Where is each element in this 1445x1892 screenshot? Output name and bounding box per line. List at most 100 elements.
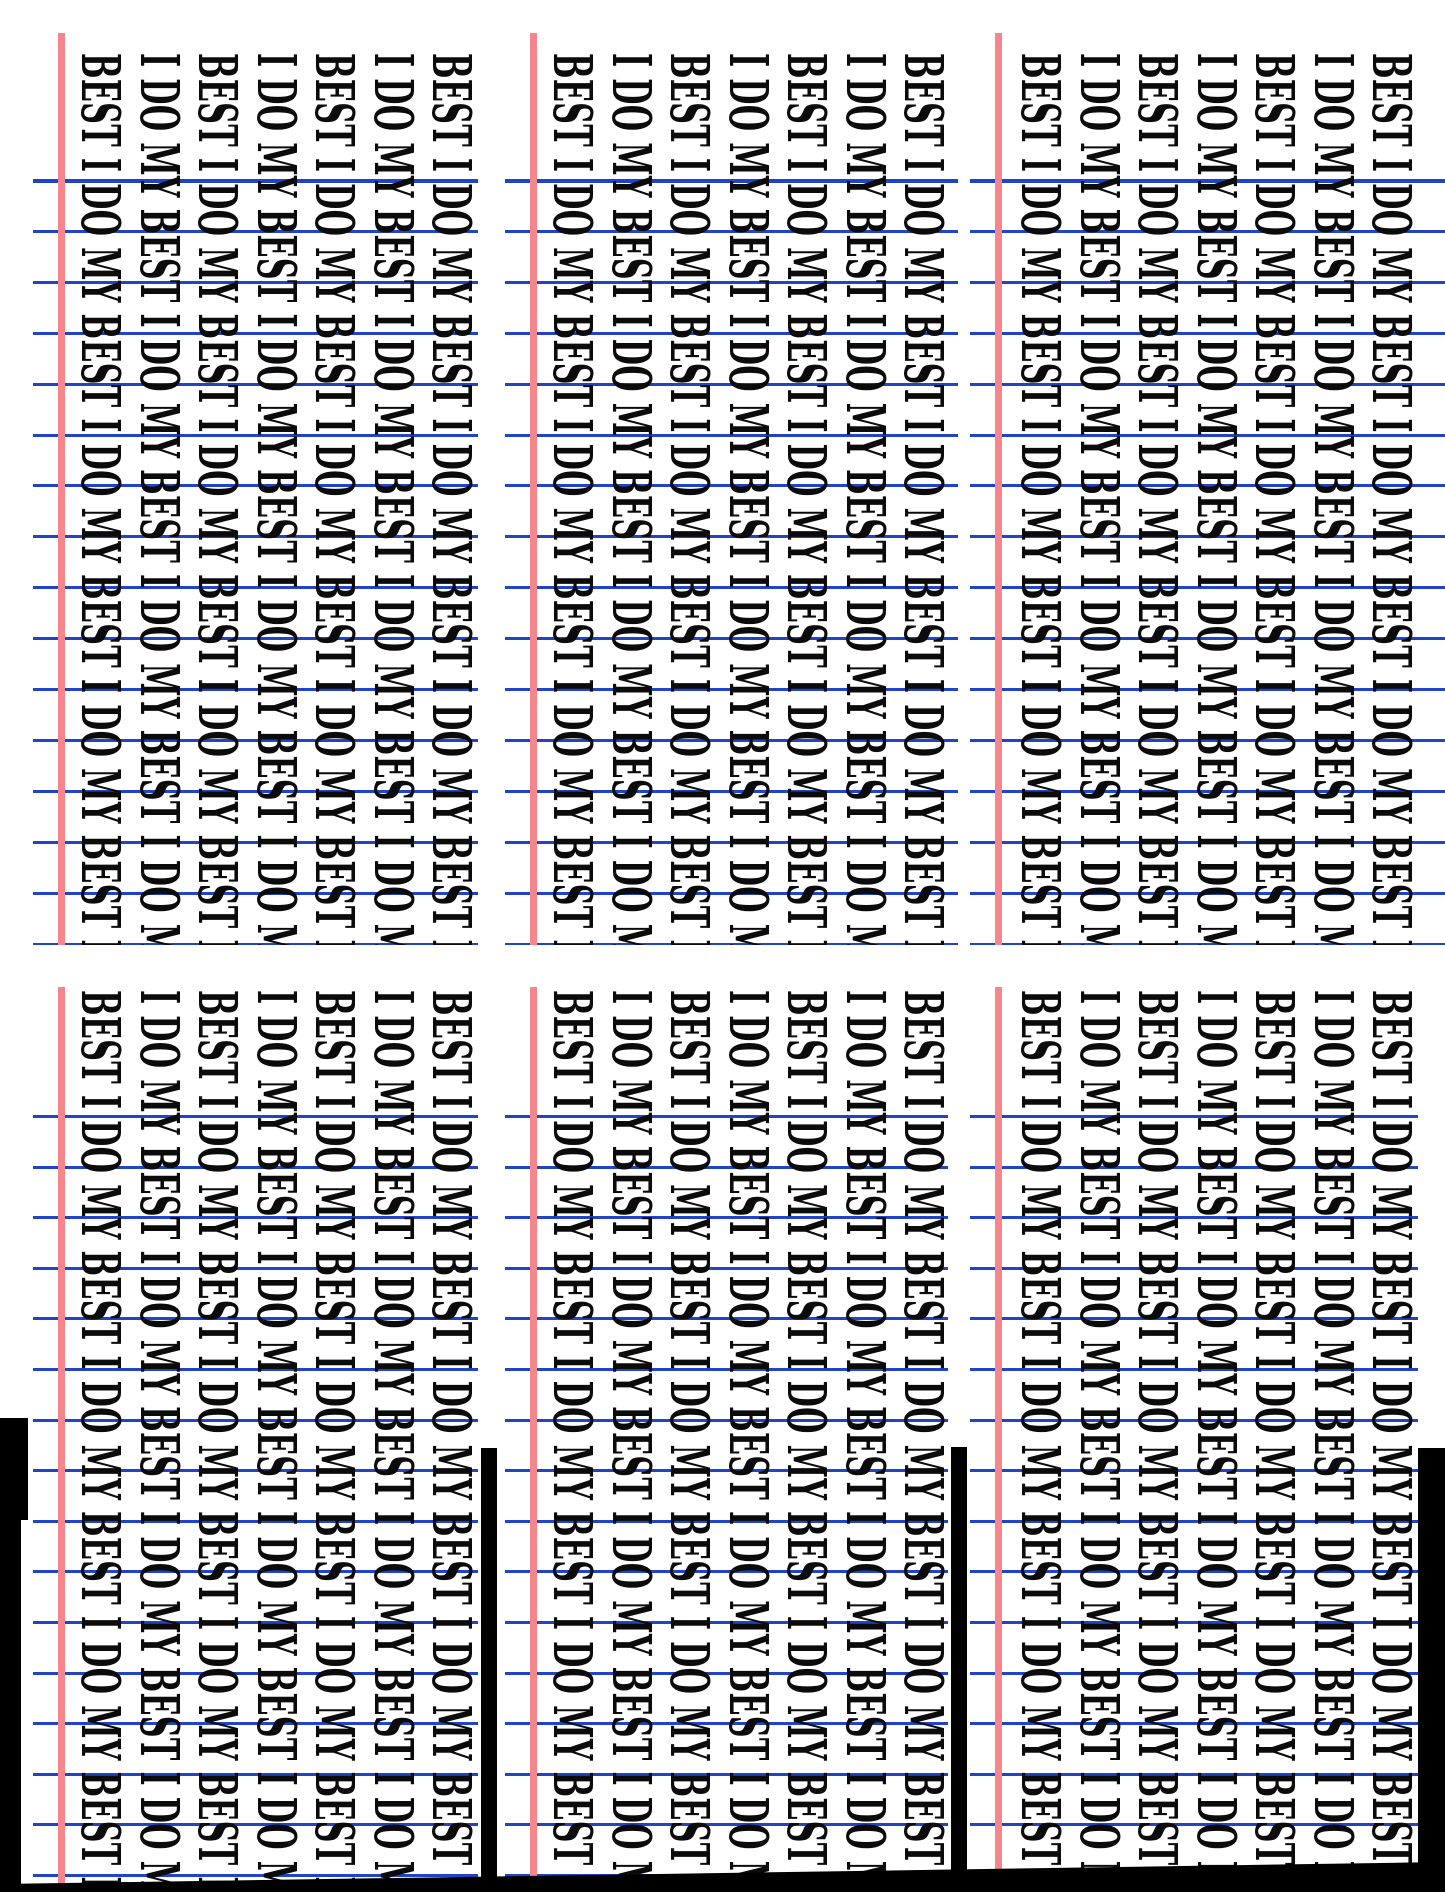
rule-line	[970, 1216, 1418, 1219]
practice-text-column: BEST I DO MY BEST I DO MY BEST I DO MY B…	[775, 990, 837, 1892]
rule-line	[505, 1520, 948, 1523]
rule-line	[970, 892, 1445, 895]
rule-line	[505, 1469, 948, 1472]
margin-line	[58, 987, 65, 1892]
rule-line	[970, 1773, 1418, 1776]
rule-line	[33, 230, 478, 233]
rule-line	[505, 1317, 948, 1320]
rule-line	[970, 1317, 1418, 1320]
practice-text-column: BEST I DO MY BEST I DO MY BEST I DO MY B…	[658, 990, 720, 1892]
practice-text-column: I DO MY BEST I DO MY BEST I DO MY BEST I…	[599, 990, 662, 1892]
rule-line	[33, 332, 478, 335]
rule-line	[33, 1419, 478, 1422]
practice-text-column: I DO MY BEST I DO MY BEST I DO MY BEST I…	[1301, 990, 1364, 1892]
margin-line	[58, 33, 65, 945]
practice-text-column: I DO MY BEST I DO MY BEST I DO MY BEST I…	[127, 53, 190, 945]
rule-line	[33, 535, 478, 538]
rule-line	[33, 1520, 478, 1523]
rule-line	[505, 1419, 948, 1422]
rule-line	[970, 841, 1445, 844]
rule-line	[970, 790, 1445, 793]
rule-line	[970, 1419, 1418, 1422]
rule-line	[505, 1267, 948, 1270]
margin-line	[995, 33, 1002, 945]
rule-line	[970, 688, 1445, 691]
practice-text-column: I DO MY BEST I DO MY BEST I DO MY BEST I…	[127, 990, 190, 1892]
left-paper-edge	[0, 1518, 21, 1892]
rule-line	[970, 230, 1445, 233]
rule-line	[970, 281, 1445, 284]
practice-text-column: BEST I DO MY BEST I DO MY BEST I DO MY B…	[1126, 990, 1188, 1892]
rule-line	[505, 230, 958, 233]
rule-line	[505, 281, 958, 284]
practice-text-column: I DO MY BEST I DO MY BEST I DO MY BEST I…	[1301, 53, 1364, 945]
practice-text-column: BEST I DO MY BEST I DO MY BEST I DO MY B…	[186, 53, 248, 945]
rule-line	[505, 1115, 948, 1118]
practice-text-column: BEST I DO MY BEST I DO MY BEST I DO MY B…	[186, 990, 248, 1892]
rule-line	[505, 1570, 948, 1573]
rule-line	[505, 790, 958, 793]
practice-text-column: BEST I DO MY BEST I DO MY BEST I DO MY B…	[1009, 53, 1071, 945]
rule-line	[33, 383, 478, 386]
rule-line	[33, 1672, 478, 1675]
rule-line	[33, 281, 478, 284]
practice-text-column: I DO MY BEST I DO MY BEST I DO MY BEST I…	[361, 990, 424, 1892]
right-paper-edge	[1418, 1448, 1445, 1892]
practice-text-column: BEST I DO MY BEST I DO MY BEST I DO MY B…	[1360, 990, 1418, 1892]
rule-line	[33, 484, 478, 487]
rule-line	[505, 484, 958, 487]
cut-slit	[951, 1447, 967, 1892]
practice-text-column: BEST I DO MY BEST I DO MY BEST I DO MY B…	[420, 990, 478, 1892]
rule-line	[970, 383, 1445, 386]
rule-line	[33, 1317, 478, 1320]
rule-line	[505, 739, 958, 742]
practice-text-column: I DO MY BEST I DO MY BEST I DO MY BEST I…	[833, 990, 896, 1892]
rule-line	[33, 1216, 478, 1219]
rule-line	[970, 1722, 1418, 1725]
rule-line	[970, 1570, 1418, 1573]
practice-text-column: I DO MY BEST I DO MY BEST I DO MY BEST I…	[1184, 53, 1247, 945]
rule-line	[33, 1469, 478, 1472]
rule-line	[505, 179, 958, 183]
practice-text-column: BEST I DO MY BEST I DO MY BEST I DO MY B…	[541, 53, 603, 945]
rule-line	[33, 1823, 478, 1826]
rule-line	[970, 739, 1445, 742]
rule-line	[970, 1469, 1418, 1472]
left-paper-edge	[0, 1418, 28, 1520]
practice-text-column: BEST I DO MY BEST I DO MY BEST I DO MY B…	[892, 990, 948, 1892]
rule-line	[505, 1722, 948, 1725]
rule-line	[505, 332, 958, 335]
rule-line	[505, 688, 958, 691]
practice-text-column: BEST I DO MY BEST I DO MY BEST I DO MY B…	[1243, 53, 1305, 945]
rule-line	[970, 637, 1445, 640]
rule-line	[505, 841, 958, 844]
practice-text-column: BEST I DO MY BEST I DO MY BEST I DO MY B…	[69, 990, 131, 1892]
rule-line	[505, 1621, 948, 1624]
rule-line	[505, 434, 958, 437]
ruled-paper-sheet: BEST I DO MY BEST I DO MY BEST I DO MY B…	[970, 987, 1418, 1892]
margin-line	[530, 987, 537, 1892]
practice-text-column: I DO MY BEST I DO MY BEST I DO MY BEST I…	[1067, 53, 1130, 945]
ruled-paper-sheet: BEST I DO MY BEST I DO MY BEST I DO MY B…	[33, 987, 478, 1892]
practice-text-column: BEST I DO MY BEST I DO MY BEST I DO MY B…	[541, 990, 603, 1892]
practice-text-column: BEST I DO MY BEST I DO MY BEST I DO MY B…	[1243, 990, 1305, 1892]
rule-line	[970, 1368, 1418, 1371]
rule-line	[33, 943, 478, 945]
rule-line	[970, 1115, 1418, 1118]
practice-text-column: BEST I DO MY BEST I DO MY BEST I DO MY B…	[69, 53, 131, 945]
practice-text-column: BEST I DO MY BEST I DO MY BEST I DO MY B…	[892, 53, 954, 945]
practice-text-column: BEST I DO MY BEST I DO MY BEST I DO MY B…	[775, 53, 837, 945]
rule-line	[970, 1621, 1418, 1624]
practice-text-column: BEST I DO MY BEST I DO MY BEST I DO MY B…	[1126, 53, 1188, 945]
rule-line	[33, 1722, 478, 1725]
rule-line	[33, 434, 478, 437]
rule-line	[970, 1823, 1418, 1826]
practice-text-column: I DO MY BEST I DO MY BEST I DO MY BEST I…	[599, 53, 662, 945]
rule-line	[970, 434, 1445, 437]
rule-line	[33, 1368, 478, 1371]
rule-line	[505, 1216, 948, 1219]
practice-text-column: I DO MY BEST I DO MY BEST I DO MY BEST I…	[716, 53, 779, 945]
practice-text-column: I DO MY BEST I DO MY BEST I DO MY BEST I…	[1184, 990, 1247, 1892]
rule-line	[33, 790, 478, 793]
rule-line	[33, 179, 478, 183]
